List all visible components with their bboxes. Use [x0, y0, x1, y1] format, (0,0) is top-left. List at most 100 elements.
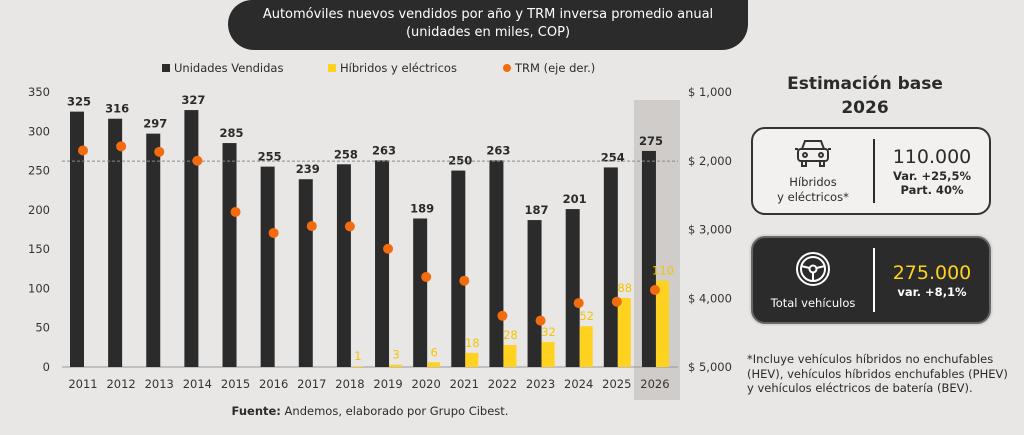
data-label-units: 201 [563, 192, 587, 206]
data-label-hybrids: 52 [579, 309, 594, 323]
bar-hybrids [465, 352, 479, 367]
bar-units [260, 166, 275, 367]
bar-units [413, 218, 428, 367]
x-tick-label: 2016 [259, 377, 288, 391]
bar-hybrids [427, 362, 441, 367]
left-tick-label: 0 [43, 360, 50, 374]
source-label: Fuente: [231, 404, 281, 418]
x-tick-label: 2019 [373, 377, 402, 391]
source-text: Andemos, elaborado por Grupo Cibest. [280, 404, 509, 418]
x-tick-label: 2011 [68, 377, 97, 391]
left-tick-label: 300 [28, 124, 50, 138]
total-var: var. +8,1% [897, 285, 967, 299]
data-label-units: 189 [410, 202, 434, 216]
bar-hybrids [617, 297, 631, 367]
total-label: Total vehículos [770, 295, 856, 310]
bar-units [375, 160, 390, 367]
x-tick-label: 2014 [183, 377, 212, 391]
legend-units: Unidades Vendidas [162, 61, 283, 75]
data-label-hybrids: 32 [541, 325, 556, 339]
chart-title: Automóviles nuevos vendidos por año y TR… [228, 0, 748, 50]
bar-hybrids [350, 366, 364, 367]
data-label-hybrids: 18 [465, 336, 480, 350]
bar-hybrids [389, 364, 403, 367]
bar-hybrids [579, 326, 593, 367]
data-label-units: 285 [220, 126, 244, 140]
bar-units [108, 118, 123, 367]
right-tick-label: $ 3,000 [688, 223, 732, 237]
legend-label: Unidades Vendidas [174, 61, 284, 75]
bar-units [146, 133, 161, 367]
data-label-hybrids: 110 [652, 264, 674, 278]
left-tick-label: 50 [35, 321, 50, 335]
bar-units [184, 110, 199, 368]
right-tick-label: $ 5,000 [688, 360, 732, 374]
data-label-units: 258 [334, 147, 358, 161]
steering-wheel-icon [796, 251, 830, 286]
bar-chart: 0 50 100 150 200 250 300 350 $ 1,000 $ 2,000 $ 3,0… [28, 85, 732, 400]
x-tick-label: 2025 [602, 377, 631, 391]
data-label-units: 263 [486, 143, 510, 157]
data-label-units: 254 [601, 150, 625, 164]
trm-point [268, 227, 279, 238]
trm-point [230, 206, 241, 217]
data-label-units: 239 [296, 162, 320, 176]
data-label-hybrids: 6 [431, 345, 438, 359]
left-tick-label: 150 [28, 242, 50, 256]
bar-units [489, 160, 504, 367]
hybrids-label: Híbridos [789, 175, 837, 189]
bar-hybrids [655, 280, 669, 367]
trm-point [421, 271, 432, 282]
total-card: Total vehículos 275.000 var. +8,1% [751, 236, 991, 324]
right-tick-label: $ 2,000 [688, 154, 732, 168]
x-tick-label: 2020 [412, 377, 441, 391]
total-value: 275.000 [892, 262, 972, 284]
hybrids-label-2: y eléctricos* [777, 190, 849, 204]
bar-hybrids [541, 341, 555, 367]
trm-point [192, 155, 203, 166]
estimate-title: Estimación base 2026 [760, 72, 970, 120]
trm-point [116, 141, 127, 152]
legend-swatch [503, 64, 511, 72]
source-note: Fuente: Andemos, elaborado por Grupo Cib… [0, 404, 740, 418]
data-label-units: 187 [525, 203, 549, 217]
trm-point [306, 221, 317, 232]
data-label-units: 255 [258, 150, 282, 164]
title-line1: Automóviles nuevos vendidos por año y TR… [262, 7, 714, 22]
trm-point [383, 243, 394, 254]
data-label-units: 316 [105, 102, 129, 116]
right-tick-label: $ 4,000 [688, 291, 732, 305]
footnote: *Incluye vehículos híbridos no enchufabl… [747, 352, 1008, 395]
legend-label: Híbridos y eléctricos [340, 61, 457, 75]
data-label-hybrids: 88 [617, 281, 632, 295]
bar-units [565, 209, 580, 367]
left-tick-label: 200 [28, 203, 50, 217]
trm-point [535, 315, 546, 326]
bar-units [603, 167, 618, 367]
trm-point [497, 310, 508, 321]
trm-point [78, 145, 88, 156]
hybrids-value: 110.000 [892, 146, 972, 168]
data-label-hybrids: 1 [354, 349, 361, 363]
x-tick-label: 2021 [450, 377, 479, 391]
trm-point [649, 285, 660, 295]
data-label-hybrids: 28 [503, 328, 518, 342]
x-tick-label: 2018 [335, 377, 364, 391]
data-label-units: 297 [143, 117, 167, 131]
hybrids-part: Part. 40% [900, 183, 964, 197]
legend-swatch [162, 64, 170, 72]
trm-point [154, 146, 165, 157]
bar-units [527, 220, 542, 367]
legend-trm: TRM (eje der.) [503, 61, 595, 75]
right-tick-label: $ 1,000 [688, 85, 732, 99]
bar-units [298, 179, 313, 367]
x-tick-label: 2017 [297, 377, 326, 391]
trm-point [611, 296, 622, 307]
data-label-units: 263 [372, 143, 396, 157]
left-tick-label: 100 [28, 281, 50, 295]
data-label-units: 275 [639, 134, 663, 148]
trm-point [459, 275, 470, 286]
estimate-title-line2: 2026 [841, 98, 889, 118]
bar-units [70, 111, 84, 368]
divider [873, 139, 875, 203]
